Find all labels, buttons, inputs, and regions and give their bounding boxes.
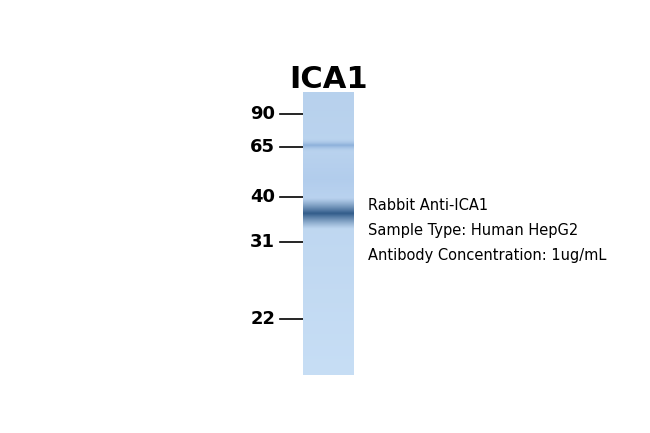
Text: 90: 90 [250,105,275,123]
Text: Antibody Concentration: 1ug/mL: Antibody Concentration: 1ug/mL [369,248,606,263]
Text: 31: 31 [250,233,275,251]
Text: ICA1: ICA1 [289,65,367,94]
Text: 40: 40 [250,188,275,206]
Text: Rabbit Anti-ICA1: Rabbit Anti-ICA1 [369,198,489,213]
Text: 65: 65 [250,138,275,156]
Text: 22: 22 [250,310,275,328]
Text: Sample Type: Human HepG2: Sample Type: Human HepG2 [369,223,578,238]
